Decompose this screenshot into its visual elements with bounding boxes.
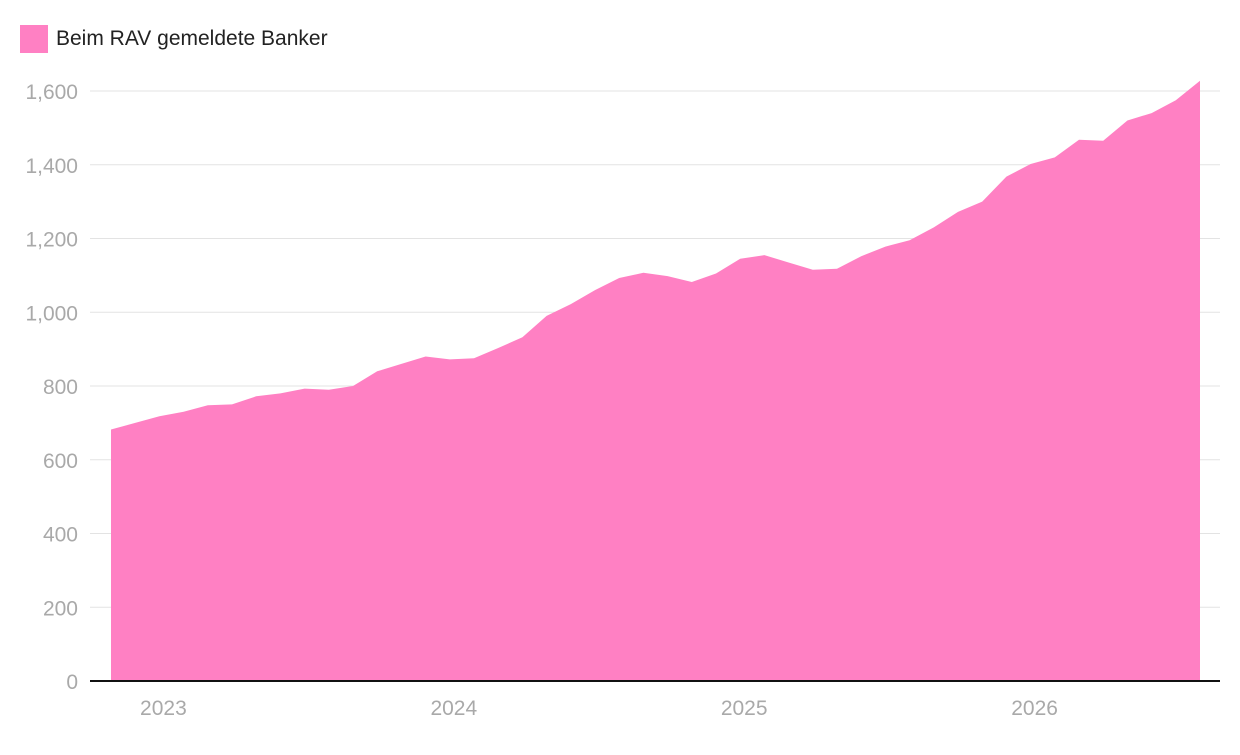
y-tick-label: 1,200 [25,229,78,252]
x-tick-label: 2023 [140,697,187,720]
y-tick-label: 1,600 [25,81,78,104]
axis-layer: 0 200 400 600 800 1,000 1,200 1,400 1,600 2023 202… [25,81,1220,720]
legend: Beim RAV gemeldete Banker [20,25,328,53]
x-tick-label: 2024 [430,697,477,720]
y-tick-label: 400 [43,524,78,547]
legend-label: Beim RAV gemeldete Banker [56,27,328,50]
area-series [111,80,1200,681]
x-tick-label: 2026 [1011,697,1058,720]
y-tick-label: 200 [43,597,78,620]
y-tick-label: 0 [66,671,78,694]
y-tick-label: 800 [43,376,78,399]
y-tick-label: 1,000 [25,302,78,325]
x-tick-label: 2025 [721,697,768,720]
y-tick-label: 600 [43,450,78,473]
legend-swatch [20,25,48,53]
y-tick-label: 1,400 [25,155,78,178]
area-layer [111,80,1200,681]
